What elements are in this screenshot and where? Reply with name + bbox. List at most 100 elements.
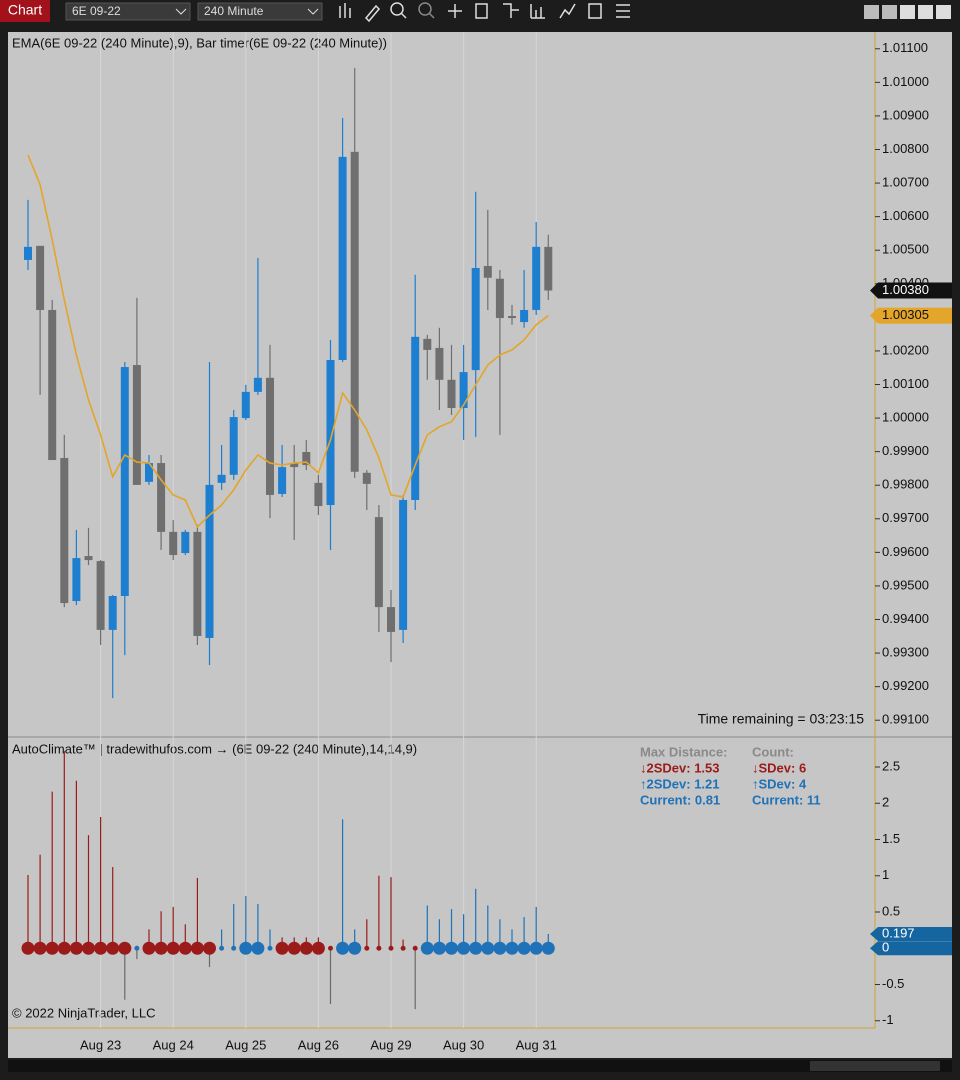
dropdown-arrow: [307, 8, 319, 15]
instrument-label: 6E 09-22: [72, 4, 121, 18]
candle-body: [145, 463, 153, 482]
y-tick-label: 1.00500: [882, 242, 929, 257]
zero-dot: [517, 941, 531, 955]
candle-body: [532, 246, 541, 310]
zero-dot: [82, 941, 95, 955]
candle-body: [169, 531, 178, 556]
candle-body: [338, 156, 347, 360]
x-tick-label: Aug 23: [80, 1037, 121, 1052]
zero-dot: [178, 941, 192, 955]
interval-label: 240 Minute: [204, 4, 264, 18]
zero-dot: [388, 945, 394, 951]
candle-body: [495, 278, 504, 319]
candle-body: [483, 265, 492, 278]
candle-body: [314, 482, 323, 507]
y-tick-label: 0.5: [882, 903, 900, 918]
toolbar-icons[interactable]: [339, 2, 630, 23]
y-tick-label: 2.5: [882, 758, 900, 773]
zero-dot: [239, 941, 253, 955]
candle-body: [520, 309, 529, 323]
value-marker: [870, 926, 952, 941]
zero-dot: [328, 945, 333, 951]
zero-dot: [251, 941, 265, 955]
y-tick-label: 1.00200: [882, 342, 929, 357]
candle-body: [278, 467, 287, 494]
zero-dot: [94, 941, 108, 955]
candle-body: [387, 607, 395, 632]
window-buttons[interactable]: [864, 5, 951, 19]
value-marker: [870, 941, 952, 956]
zero-dot: [166, 941, 180, 955]
scrollbar[interactable]: [8, 1060, 952, 1072]
x-tick-label: Aug 30: [443, 1037, 484, 1052]
candle-body: [508, 316, 516, 319]
zero-dot: [154, 941, 168, 955]
y-tick-label: 0.99100: [882, 712, 929, 727]
candle-body: [266, 377, 274, 495]
candle-body: [411, 336, 420, 500]
zero-dot: [420, 941, 434, 955]
y-tick-label: 1.00900: [882, 107, 929, 122]
candle-body: [350, 151, 359, 472]
candle-body: [399, 499, 408, 630]
candle-body: [72, 558, 81, 602]
zero-dot: [190, 941, 204, 955]
candle-body: [60, 458, 69, 604]
zero-dot: [412, 945, 418, 951]
zero-dot: [457, 941, 471, 955]
zero-dot: [432, 941, 446, 955]
y-tick-label: 1.00700: [882, 175, 929, 190]
x-tick-label: Aug 29: [370, 1037, 411, 1052]
candle-body: [241, 391, 250, 419]
candle-body: [217, 474, 226, 483]
zero-dot: [505, 941, 519, 955]
y-tick-label: 1: [882, 867, 889, 882]
candle-body: [435, 347, 444, 380]
candle-body: [96, 561, 105, 630]
zero-dot: [69, 941, 83, 955]
candle-body: [229, 417, 238, 475]
candle-body: [374, 517, 383, 608]
price-marker: [870, 307, 952, 324]
y-tick-label: -0.5: [882, 976, 904, 991]
stat-text: Current: 11: [752, 792, 821, 807]
zero-dot: [529, 941, 543, 955]
y-tick-label: 0.99500: [882, 577, 929, 592]
candle-body: [544, 246, 553, 291]
candle-body: [423, 338, 432, 350]
y-tick-label: 0.99700: [882, 510, 929, 525]
zero-dot: [106, 941, 120, 955]
zero-dot: [311, 941, 325, 955]
price-marker-label: 1.00380: [882, 282, 929, 297]
y-tick-label: 1.01100: [882, 40, 928, 55]
candle-body: [362, 472, 371, 484]
zero-dot: [364, 945, 370, 951]
zero-dot: [231, 945, 237, 951]
value-marker-label: 0.197: [882, 925, 915, 940]
candle-body: [447, 379, 456, 408]
y-tick-label: 0.99400: [882, 611, 929, 626]
y-tick-label: 1.00800: [882, 141, 929, 156]
chart-tab[interactable]: [0, 0, 50, 22]
zero-dot: [493, 941, 507, 955]
zero-dot: [469, 941, 483, 955]
y-tick-label: 1.00100: [882, 376, 929, 391]
y-tick-label: 0.99900: [882, 443, 929, 458]
instrument-selector[interactable]: [65, 2, 191, 21]
y-tick-label: 0.99800: [882, 477, 929, 492]
stat-text: ↑2SDev: 1.21: [640, 776, 720, 791]
candle-body: [302, 451, 311, 466]
scroll-thumb[interactable]: [810, 1061, 940, 1071]
chart-tab-label: Chart: [8, 2, 42, 18]
zero-dot: [541, 941, 555, 955]
zero-dot: [45, 941, 59, 955]
y-tick-label: 1.5: [882, 831, 900, 846]
stat-text: ↓2SDev: 1.53: [640, 760, 720, 775]
zero-dot: [348, 941, 362, 955]
candle-body: [253, 377, 262, 392]
zero-dot: [336, 941, 350, 955]
price-panel-title: EMA(6E 09-22 (240 Minute),9), Bar timer(…: [12, 35, 387, 50]
interval-selector[interactable]: [197, 2, 323, 21]
zero-dot: [299, 941, 313, 955]
candle-body: [36, 245, 45, 310]
